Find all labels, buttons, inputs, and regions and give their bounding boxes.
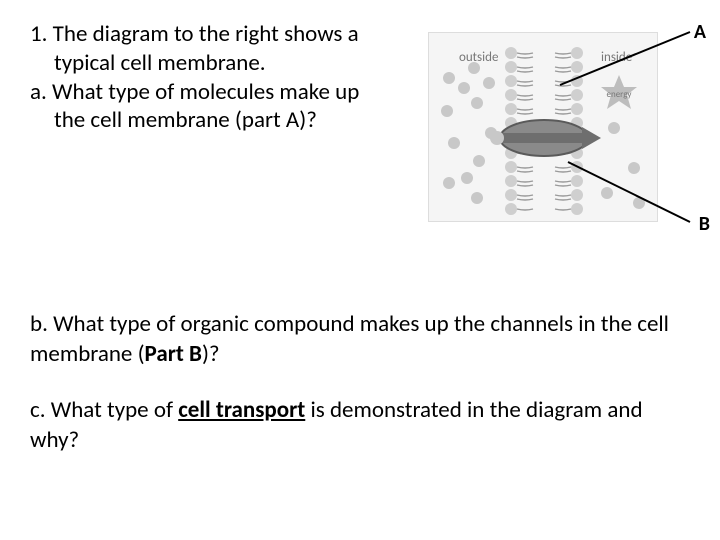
q1-line1: 1. The diagram to the right shows a (30, 20, 359, 48)
outside-text: outside (459, 50, 498, 65)
diagram-region: A B outside inside (410, 20, 710, 250)
question-1-text: 1. The diagram to the right shows a typi… (30, 20, 400, 135)
label-b: B (699, 212, 710, 236)
energy-text: energy (606, 89, 632, 100)
membrane-svg: outside inside energy (429, 33, 657, 221)
question-b: b. What type of organic compound makes u… (30, 310, 670, 370)
q1a-line2: the cell membrane (part A)? (30, 106, 400, 135)
bottom-section: b. What type of organic compound makes u… (30, 310, 670, 482)
qb-bold: Part B (145, 340, 202, 368)
label-a: A (694, 20, 706, 44)
qc-prefix: c. What type of (30, 396, 178, 424)
top-section: 1. The diagram to the right shows a typi… (30, 20, 710, 250)
membrane-diagram: outside inside energy (428, 32, 658, 222)
qc-bold: cell transport (178, 396, 305, 424)
q1-line2: typical cell membrane. (30, 49, 400, 78)
qb-prefix: b. What type of organic compound makes u… (30, 310, 669, 368)
qb-suffix: )? (202, 340, 220, 368)
q1a-line1: a. What type of molecules make up (30, 78, 359, 106)
inside-text: inside (601, 50, 632, 65)
question-c: c. What type of cell transport is demons… (30, 396, 670, 456)
transported-molecule (490, 131, 504, 145)
